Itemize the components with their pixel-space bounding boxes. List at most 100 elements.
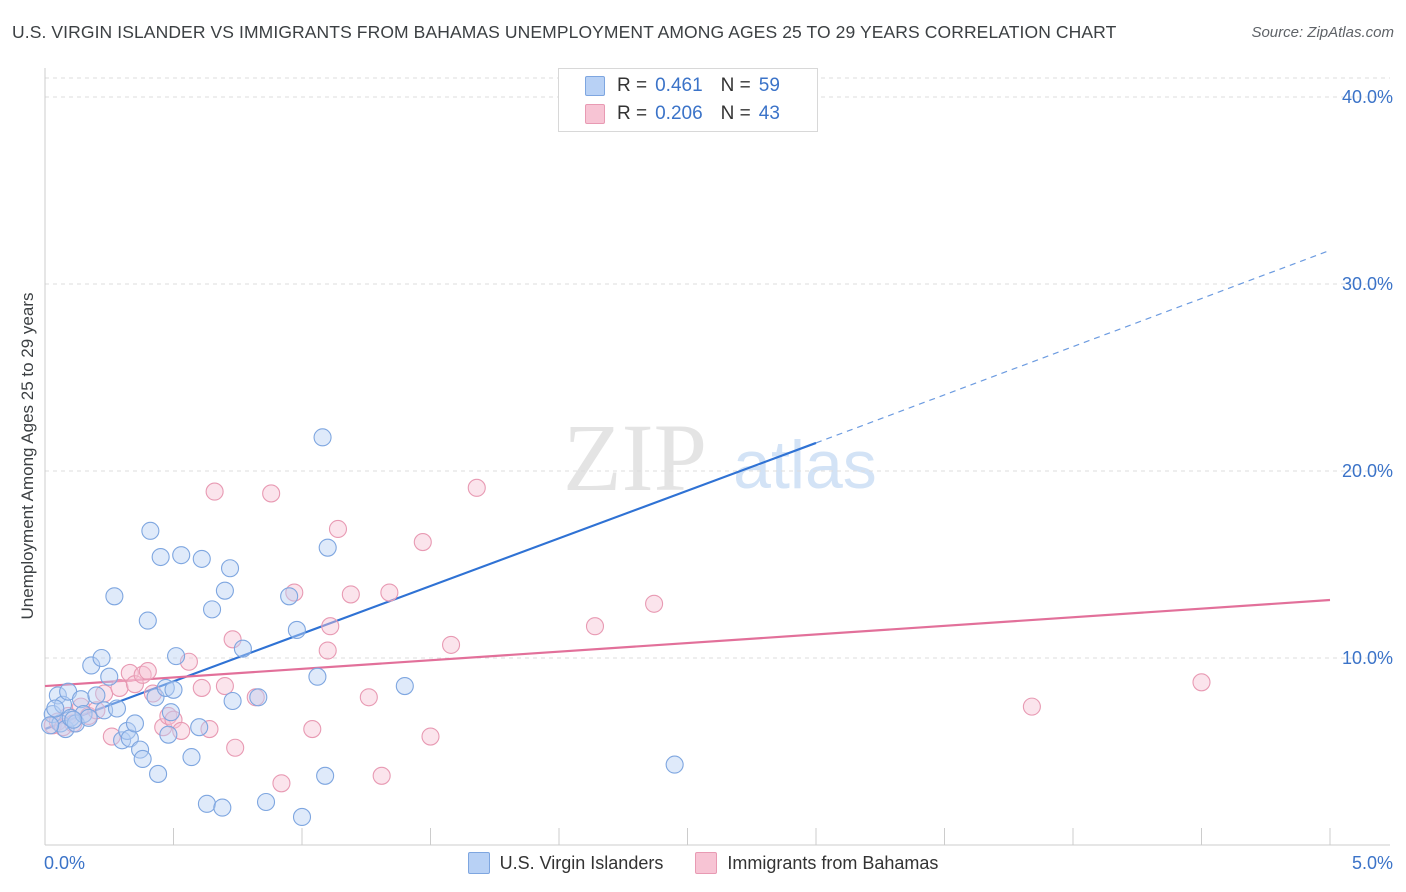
point-bahamas xyxy=(359,688,378,707)
data-points xyxy=(41,428,1211,827)
point-virgin-islanders xyxy=(113,731,132,750)
point-bahamas xyxy=(272,774,291,793)
legend-swatch-blue xyxy=(585,76,605,96)
point-bahamas xyxy=(421,727,440,746)
legend-n-value: 43 xyxy=(758,103,780,124)
trend-lines xyxy=(44,249,1331,731)
point-virgin-islanders xyxy=(125,714,144,733)
point-virgin-islanders xyxy=(133,749,152,769)
legend-row-bahamas: R = 0.206 N = 43 xyxy=(585,101,780,127)
tick-labels: 10.0% 20.0% 30.0% 40.0% 0.0% 5.0% xyxy=(44,87,1393,873)
point-bahamas xyxy=(303,720,322,739)
legend-n-value: 59 xyxy=(758,75,780,96)
legend-r-label: R = xyxy=(617,103,648,124)
y-tick-label: 20.0% xyxy=(1342,461,1393,481)
chart-title: U.S. VIRGIN ISLANDER VS IMMIGRANTS FROM … xyxy=(12,22,1117,42)
point-bahamas xyxy=(372,766,391,785)
point-bahamas xyxy=(328,519,348,539)
point-virgin-islanders xyxy=(82,656,101,675)
point-virgin-islanders xyxy=(56,720,75,739)
point-virgin-islanders xyxy=(146,688,165,707)
point-virgin-islanders xyxy=(316,766,335,785)
point-bahamas xyxy=(205,482,224,501)
point-virgin-islanders xyxy=(213,798,232,817)
source-label: Source: ZipAtlas.com xyxy=(1251,24,1394,41)
point-virgin-islanders xyxy=(280,587,299,606)
point-virgin-islanders xyxy=(220,559,240,578)
point-bahamas xyxy=(215,676,234,696)
point-bahamas xyxy=(585,617,605,636)
point-bahamas xyxy=(318,641,337,660)
point-bahamas xyxy=(341,585,360,604)
trend-line-bahamas xyxy=(44,598,1331,688)
point-bahamas xyxy=(262,484,281,503)
point-virgin-islanders xyxy=(215,581,234,600)
y-tick-label: 40.0% xyxy=(1342,87,1393,107)
point-virgin-islanders xyxy=(92,648,111,668)
point-bahamas xyxy=(1022,697,1041,716)
point-virgin-islanders xyxy=(182,748,201,767)
point-virgin-islanders xyxy=(192,549,211,568)
point-virgin-islanders xyxy=(203,600,222,619)
point-bahamas xyxy=(467,478,486,497)
point-bahamas xyxy=(192,678,211,697)
grid-lines xyxy=(45,77,1390,659)
point-virgin-islanders xyxy=(87,686,106,705)
point-virgin-islanders xyxy=(105,587,124,606)
point-virgin-islanders xyxy=(64,710,83,729)
point-bahamas xyxy=(226,738,245,757)
trend-line-virgin-islanders-projection xyxy=(815,249,1331,444)
point-virgin-islanders xyxy=(46,699,65,718)
legend-swatch-pink xyxy=(695,852,718,874)
point-virgin-islanders xyxy=(100,667,119,686)
point-virgin-islanders xyxy=(107,699,127,718)
point-virgin-islanders xyxy=(156,678,175,697)
point-virgin-islanders xyxy=(318,538,337,557)
point-virgin-islanders xyxy=(313,428,332,447)
point-bahamas xyxy=(442,635,461,654)
point-bahamas xyxy=(645,594,664,613)
legend-n-label: N = xyxy=(720,103,751,124)
y-tick-label: 10.0% xyxy=(1342,648,1393,668)
watermark-zip: ZIP xyxy=(563,404,707,511)
point-virgin-islanders xyxy=(292,807,312,827)
point-virgin-islanders xyxy=(71,690,91,709)
x-tick-label: 0.0% xyxy=(44,853,85,873)
point-virgin-islanders xyxy=(287,620,306,640)
legend-swatch-pink xyxy=(585,104,605,124)
point-virgin-islanders xyxy=(167,647,186,666)
point-virgin-islanders xyxy=(172,546,191,565)
point-virgin-islanders xyxy=(149,764,168,783)
correlation-legend: R = 0.461 N = 59 R = 0.206 N = 43 xyxy=(558,68,818,132)
legend-n-label: N = xyxy=(720,75,751,96)
point-virgin-islanders xyxy=(164,680,183,699)
point-virgin-islanders xyxy=(41,716,60,735)
point-virgin-islanders xyxy=(233,639,252,658)
axes xyxy=(44,68,1390,846)
point-bahamas xyxy=(321,617,340,636)
legend-r-value: 0.206 xyxy=(655,103,703,124)
point-virgin-islanders xyxy=(197,794,216,813)
point-virgin-islanders xyxy=(161,703,180,722)
point-bahamas xyxy=(413,533,432,552)
point-bahamas xyxy=(138,662,157,681)
legend-row-virgin-islanders: R = 0.461 N = 59 xyxy=(585,73,780,99)
point-virgin-islanders xyxy=(159,725,178,744)
legend-swatch-blue xyxy=(467,852,490,874)
point-virgin-islanders xyxy=(395,676,414,696)
legend-item-virgin-islanders: U.S. Virgin Islanders xyxy=(467,852,664,874)
x-tick-label: 5.0% xyxy=(1352,853,1393,873)
point-virgin-islanders xyxy=(665,755,684,774)
point-virgin-islanders xyxy=(151,547,170,567)
watermark: ZIP atlas xyxy=(563,404,877,511)
y-tick-label: 30.0% xyxy=(1342,274,1393,294)
point-virgin-islanders xyxy=(308,667,327,686)
point-bahamas xyxy=(223,630,242,649)
legend-label: U.S. Virgin Islanders xyxy=(499,852,664,873)
series-legend: U.S. Virgin Islanders Immigrants from Ba… xyxy=(0,852,1406,874)
legend-r-value: 0.461 xyxy=(655,75,703,96)
point-virgin-islanders xyxy=(138,611,157,630)
point-virgin-islanders xyxy=(223,691,242,711)
point-virgin-islanders xyxy=(249,688,268,707)
